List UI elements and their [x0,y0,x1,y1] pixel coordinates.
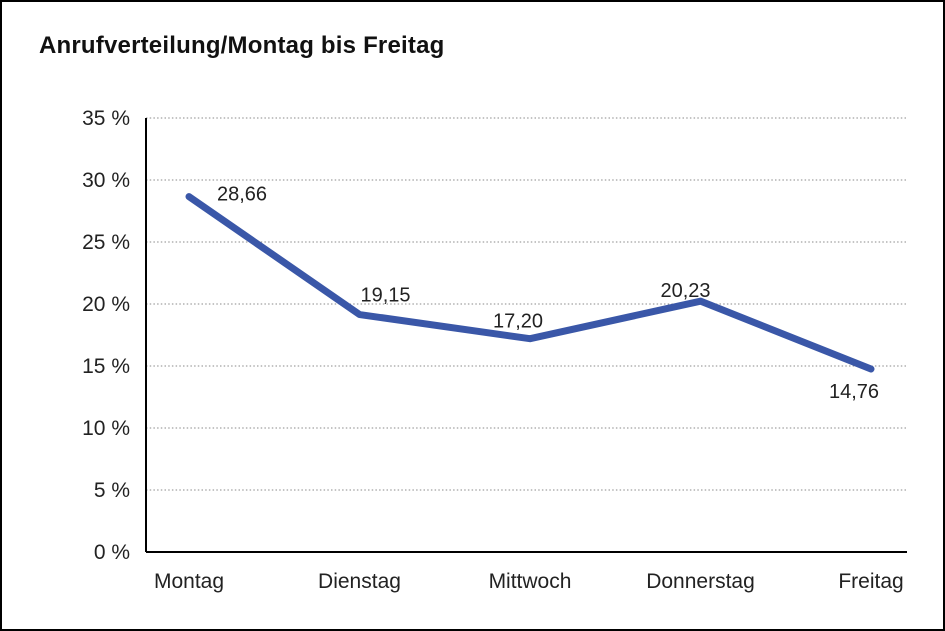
data-point-label: 19,15 [360,285,410,307]
y-tick-label: 30 % [82,169,130,192]
x-category-label: Mittwoch [489,570,572,593]
x-category-label: Freitag [838,570,903,593]
series-line [185,193,875,373]
y-tick-label: 5 % [94,479,130,502]
y-tick-label: 15 % [82,355,130,378]
x-category-label: Dienstag [318,570,401,593]
data-point-label: 28,66 [217,184,267,206]
y-tick-label: 10 % [82,417,130,440]
data-point-label: 17,20 [493,311,543,333]
data-point-label: 20,23 [660,280,710,302]
chart-title: Anrufverteilung/Montag bis Freitag [39,32,445,59]
x-category-label: Donnerstag [646,570,755,593]
data-point-label: 14,76 [829,381,879,403]
y-tick-label: 25 % [82,231,130,254]
y-tick-label: 20 % [82,293,130,316]
y-tick-label: 35 % [82,107,130,130]
x-category-label: Montag [154,570,224,593]
y-tick-label: 0 % [94,541,130,564]
